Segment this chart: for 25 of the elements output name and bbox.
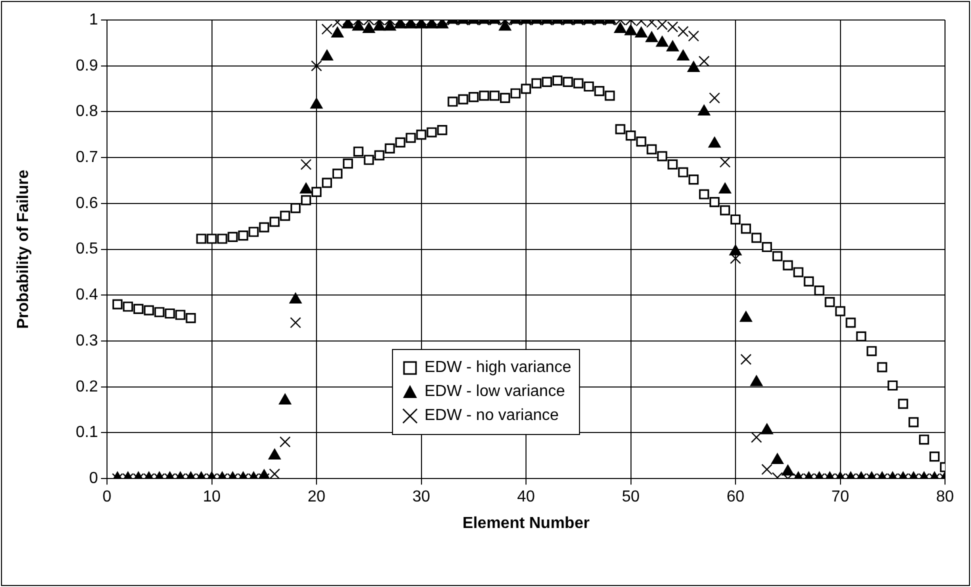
x-tick-label: 50 <box>622 488 640 506</box>
legend-label: EDW - no variance <box>424 406 559 426</box>
y-tick-label: 1 <box>89 11 98 28</box>
y-tick-label: 0.3 <box>76 332 98 350</box>
y-tick-label: 0.1 <box>76 424 98 442</box>
x-axis-title: Element Number <box>462 514 590 532</box>
x-tick-label: 60 <box>726 488 744 506</box>
legend-label: EDW - low variance <box>424 382 565 402</box>
x-tick-label: 70 <box>831 488 850 506</box>
y-tick-label: 0.7 <box>76 148 98 166</box>
x-tick-label: 20 <box>308 488 326 506</box>
y-tick-label: 0.4 <box>76 286 98 304</box>
x-tick-label: 10 <box>202 488 221 506</box>
x-tick-label: 30 <box>412 488 430 506</box>
y-tick-label: 0.2 <box>76 378 98 396</box>
y-tick-label: 0.8 <box>76 103 98 120</box>
y-tick-label: 0 <box>89 470 98 488</box>
x-tick-label: 40 <box>517 488 535 506</box>
y-tick-label: 0.9 <box>76 57 98 74</box>
x-tick-label: 0 <box>102 488 112 506</box>
y-axis-title: Probability of Failure <box>15 170 32 329</box>
y-tick-label: 0.6 <box>76 194 98 212</box>
x-tick-label: 80 <box>936 488 954 506</box>
y-tick-label: 0.5 <box>76 240 98 258</box>
legend-label: EDW - high variance <box>424 358 572 378</box>
